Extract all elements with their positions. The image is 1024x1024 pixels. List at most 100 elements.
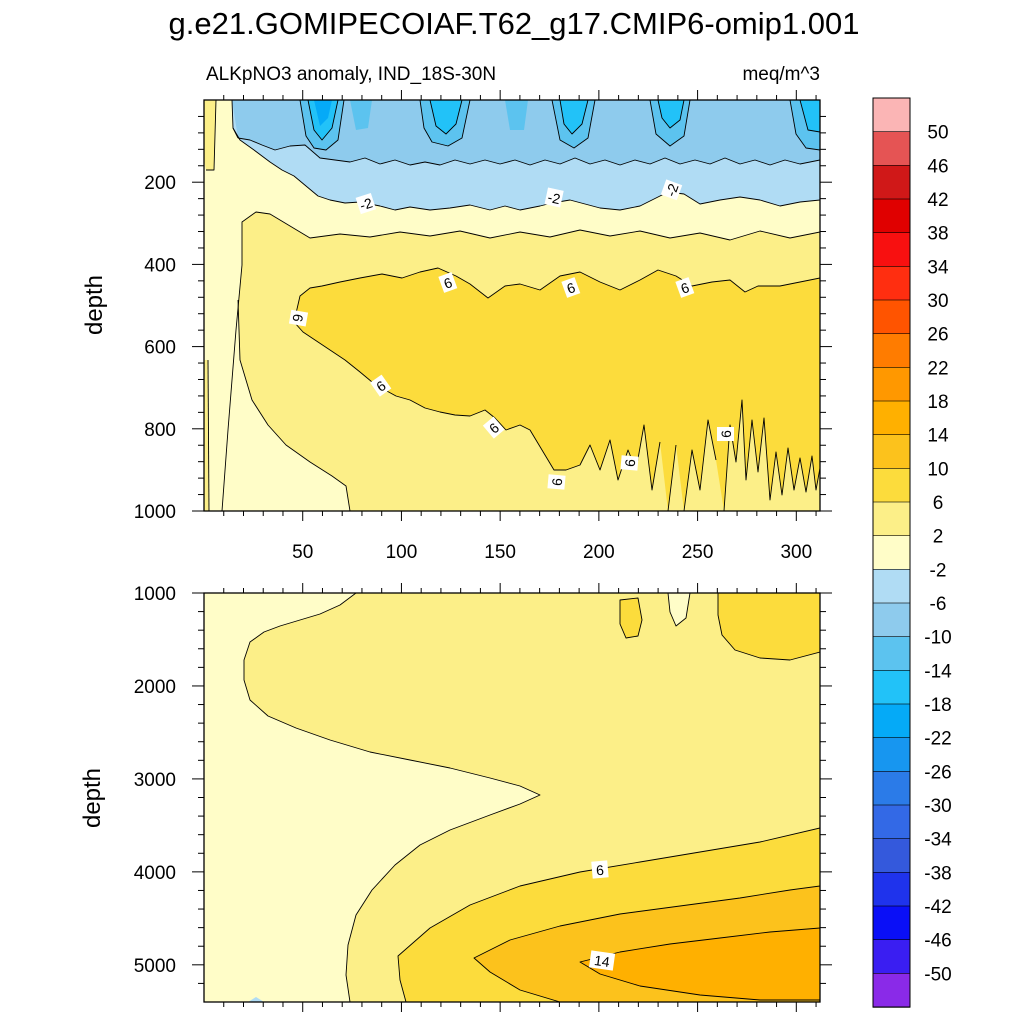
y-tick-label: 1000 bbox=[134, 502, 176, 523]
colorbar-label: 22 bbox=[927, 358, 948, 379]
colorbar-swatch bbox=[872, 232, 911, 268]
lower-contour-labels: 6 14 bbox=[589, 860, 616, 971]
svg-text:6: 6 bbox=[549, 477, 566, 486]
colorbar-label: -34 bbox=[924, 830, 952, 851]
colorbar-swatch bbox=[872, 97, 911, 133]
colorbar-label: -22 bbox=[924, 729, 951, 750]
contour-label: 6 bbox=[288, 309, 309, 327]
contour-label: 6 bbox=[438, 272, 458, 293]
y-tick-label: 800 bbox=[144, 420, 176, 441]
x-tick-label: 50 bbox=[292, 542, 313, 563]
lower-axes: 1000 2000 3000 4000 5000 bbox=[134, 583, 832, 1012]
colorbar-label: 26 bbox=[927, 325, 948, 346]
upper-y-axis-label: depth bbox=[81, 275, 108, 335]
colorbar-label: -38 bbox=[924, 863, 951, 884]
colorbar-swatch bbox=[872, 939, 911, 975]
region-6-to-10-upper-right bbox=[718, 593, 820, 660]
colorbar-swatch bbox=[872, 400, 911, 436]
y-tick-label: 5000 bbox=[134, 956, 176, 977]
colorbar-swatch bbox=[872, 468, 911, 503]
contour-label: 6 bbox=[370, 374, 392, 397]
contour-label: -2 bbox=[544, 187, 564, 208]
colorbar-swatch bbox=[872, 367, 911, 402]
colorbar-swatch bbox=[872, 131, 911, 167]
lower-panel: 6 14 bbox=[204, 593, 820, 1002]
colorbar-swatch bbox=[872, 165, 911, 200]
svg-text:14: 14 bbox=[593, 952, 611, 970]
colorbar-swatch bbox=[872, 501, 911, 537]
contour-label: 6 bbox=[591, 860, 609, 879]
colorbar-swatch bbox=[872, 703, 911, 739]
svg-text:-2: -2 bbox=[546, 189, 562, 207]
colorbar-swatch bbox=[872, 569, 911, 604]
svg-text:6: 6 bbox=[622, 458, 639, 467]
colorbar-label: 6 bbox=[933, 493, 944, 514]
colorbar-label: -18 bbox=[924, 695, 951, 716]
colorbar-swatch bbox=[872, 266, 911, 301]
upper-panel: -2 -2 -2 6 6 6 6 6 6 6 6 6 bbox=[204, 100, 820, 511]
contour-label: -2 bbox=[355, 192, 377, 215]
colorbar-label: -50 bbox=[924, 964, 951, 985]
svg-text:-2: -2 bbox=[358, 194, 375, 213]
lower-y-axis-label: depth bbox=[79, 768, 106, 828]
colorbar-label: -30 bbox=[924, 796, 951, 817]
colorbar-swatch bbox=[872, 333, 911, 369]
svg-text:6: 6 bbox=[718, 430, 734, 438]
contour-label: 6 bbox=[547, 474, 566, 490]
x-tick-label: 100 bbox=[386, 542, 418, 563]
colorbar-label: 34 bbox=[927, 257, 949, 278]
colorbar-label: 18 bbox=[927, 392, 948, 413]
region-6-to-10-core bbox=[294, 268, 820, 511]
x-tick-label: 300 bbox=[780, 542, 812, 563]
region-minus2-to-2-wedge bbox=[204, 300, 350, 511]
colorbar-frame bbox=[872, 97, 911, 1008]
upper-contour-lines bbox=[206, 100, 820, 511]
region-minus2-to-2-lower bbox=[204, 593, 540, 1002]
colorbar-swatch bbox=[872, 838, 911, 874]
x-tick-label: 200 bbox=[583, 542, 615, 563]
colorbar-swatch bbox=[872, 905, 911, 941]
region-6-to-10-small-patch bbox=[620, 598, 642, 638]
colorbar-label: 10 bbox=[927, 459, 948, 480]
chart-title: g.e21.GOMIPECOIAF.T62_g17.CMIP6-omip1.00… bbox=[169, 6, 860, 41]
colorbar-swatch bbox=[872, 434, 911, 470]
region-minus2-to-2-surface-patch bbox=[668, 593, 690, 626]
contour-label: 6 bbox=[561, 277, 581, 298]
colorbar-swatch bbox=[872, 602, 911, 638]
x-tick-label: 150 bbox=[484, 542, 516, 563]
colorbar-label: -14 bbox=[924, 661, 952, 682]
colorbar-label: 50 bbox=[927, 123, 948, 144]
colorbar-swatch bbox=[872, 198, 911, 234]
lower-contour-lines bbox=[243, 593, 820, 1002]
x-tick-label: 250 bbox=[682, 542, 714, 563]
colorbar-swatch bbox=[872, 535, 911, 571]
colorbar-swatch bbox=[872, 636, 911, 672]
contour-label: 6 bbox=[717, 427, 734, 441]
colorbar-label: -42 bbox=[924, 897, 951, 918]
y-tick-label: 1000 bbox=[134, 584, 176, 605]
y-tick-label: 3000 bbox=[134, 770, 176, 791]
colorbar-label: -6 bbox=[930, 594, 947, 615]
colorbar-label: 14 bbox=[927, 426, 949, 447]
region-left-strip bbox=[204, 100, 216, 170]
contour-label: 6 bbox=[482, 416, 505, 439]
svg-text:6: 6 bbox=[289, 313, 306, 324]
colorbar-swatch bbox=[872, 804, 911, 840]
colorbar-label: -26 bbox=[924, 762, 951, 783]
upper-panel-frame bbox=[203, 99, 821, 512]
y-tick-label: 2000 bbox=[134, 677, 176, 698]
y-tick-label: 4000 bbox=[134, 863, 176, 884]
colorbar-swatch bbox=[872, 771, 911, 806]
svg-text:-2: -2 bbox=[662, 181, 681, 198]
y-tick-label: 600 bbox=[144, 338, 176, 359]
colorbar-label: -2 bbox=[930, 560, 947, 581]
region-14-to-18-lower bbox=[580, 928, 820, 1000]
region-left-edge bbox=[204, 360, 209, 511]
colorbar-label: 30 bbox=[927, 291, 948, 312]
colorbar-swatch bbox=[872, 670, 911, 705]
colorbar-label: 38 bbox=[927, 224, 948, 245]
contour-label: 6 bbox=[620, 455, 639, 471]
panel-subtitle-units: meq/m^3 bbox=[742, 64, 820, 85]
colorbar-label: -10 bbox=[924, 628, 951, 649]
y-tick-label: 400 bbox=[144, 255, 176, 276]
